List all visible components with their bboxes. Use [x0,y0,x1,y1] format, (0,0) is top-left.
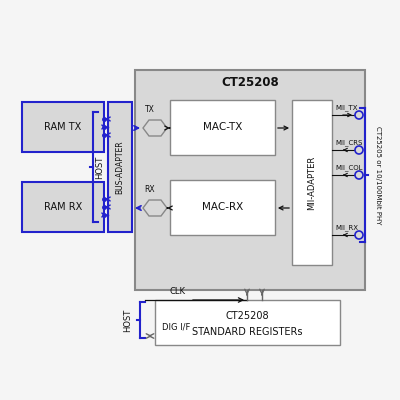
Polygon shape [143,200,167,216]
Circle shape [355,111,363,119]
Text: MII_CRS: MII_CRS [335,139,362,146]
Bar [22,182,104,232]
Text: RX: RX [145,185,155,194]
Text: HOST: HOST [124,308,132,332]
Bar [135,70,365,290]
Text: TX: TX [145,105,155,114]
Text: RAM RX: RAM RX [44,202,82,212]
Text: STANDARD REGISTERs: STANDARD REGISTERs [192,327,303,338]
Text: CT25208: CT25208 [221,76,279,88]
Bar [22,102,104,152]
Text: CT25208: CT25208 [226,311,269,321]
Text: MAC-RX: MAC-RX [202,202,243,212]
Circle shape [355,171,363,179]
Bar [292,100,332,265]
Text: MII_TX: MII_TX [335,104,358,111]
Bar [170,180,275,235]
Text: CLK: CLK [170,287,186,296]
Bar [170,100,275,155]
Text: BUS-ADAPTER: BUS-ADAPTER [116,140,124,194]
Text: DIG I/F: DIG I/F [162,323,190,332]
Bar [108,102,132,232]
Text: MII_RX: MII_RX [335,224,358,231]
Text: RAM TX: RAM TX [44,122,82,132]
Text: MII_COL: MII_COL [335,164,362,171]
Circle shape [355,231,363,239]
Text: MAC-TX: MAC-TX [203,122,242,132]
Text: HOST: HOST [96,155,104,179]
Circle shape [355,146,363,154]
Bar [155,300,340,345]
Polygon shape [143,120,167,136]
Text: MII-ADAPTER: MII-ADAPTER [308,155,316,210]
Text: CT25205 or 10/100Mbit PHY: CT25205 or 10/100Mbit PHY [375,126,381,224]
